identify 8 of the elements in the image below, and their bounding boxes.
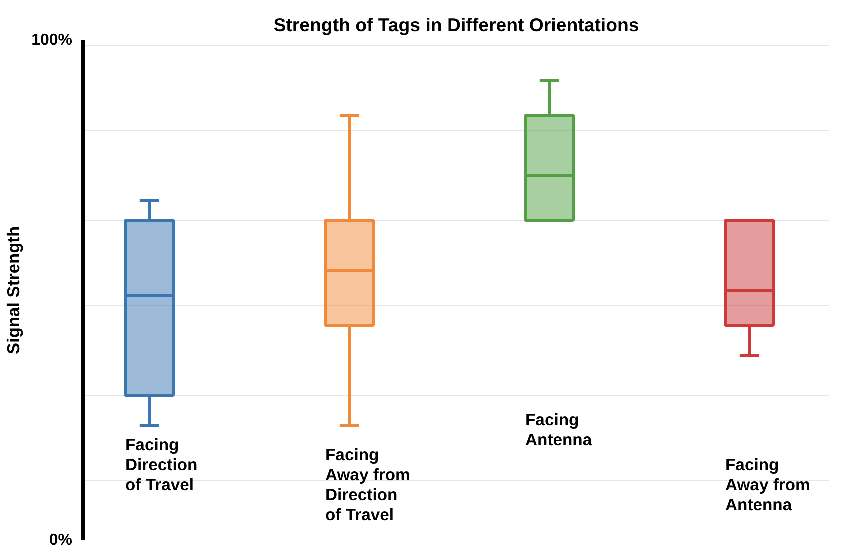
x-tick-label: Facing Away from Direction of Travel [326, 446, 410, 524]
y-axis-title: Signal Strength [4, 226, 24, 355]
x-tick-label: Facing Away from Antenna [726, 456, 810, 514]
y-tick-label: 0% [49, 532, 72, 549]
x-tick-label: Facing Direction of Travel [126, 436, 198, 494]
y-tick-label: 100% [32, 32, 72, 49]
chart-title: Strength of Tags in Different Orientations [274, 14, 640, 36]
x-tick-label: Facing Antenna [526, 410, 593, 450]
